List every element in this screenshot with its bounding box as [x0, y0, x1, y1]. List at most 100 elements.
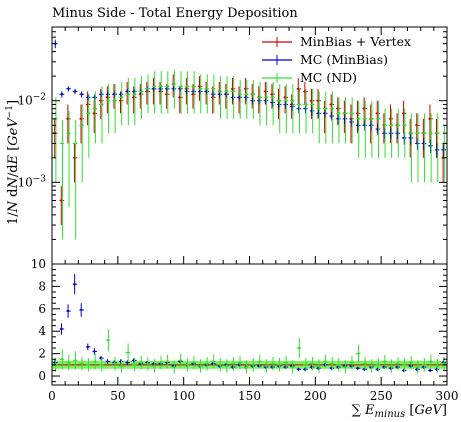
ratio-plot-area	[53, 274, 446, 374]
data-point	[225, 90, 229, 93]
data-point	[132, 96, 135, 99]
ratio-point	[356, 366, 359, 370]
data-point	[232, 90, 235, 93]
ratio-point	[390, 364, 393, 368]
data-point	[264, 90, 267, 93]
x-tick-label: 0	[48, 389, 56, 403]
ratio-point	[60, 327, 63, 331]
data-point	[219, 90, 222, 93]
ratio-point	[140, 361, 143, 364]
data-point	[107, 99, 110, 102]
data-point	[278, 99, 281, 102]
ratio-point	[377, 363, 380, 367]
ratio-point	[416, 365, 419, 369]
ratio-point	[179, 359, 182, 362]
data-point	[173, 82, 176, 86]
data-point	[73, 90, 77, 93]
y-axis-label: 1/N dN/dE [GeV−1]	[5, 100, 21, 225]
data-point	[192, 85, 196, 88]
data-point	[318, 107, 321, 110]
data-point	[99, 99, 102, 102]
data-point	[73, 156, 76, 159]
y-tick-label: 10−3	[17, 174, 46, 189]
data-point	[67, 87, 70, 90]
ratio-point	[297, 368, 300, 371]
data-point	[416, 132, 420, 135]
data-point	[436, 132, 439, 135]
legend-label: MC (MinBias)	[300, 52, 388, 67]
data-point	[120, 96, 123, 99]
ratio-point	[67, 361, 71, 364]
main-y-axis: 10−3 10−2	[17, 26, 447, 265]
data-point	[67, 132, 71, 135]
ratio-point	[311, 362, 314, 365]
ratio-point	[383, 360, 387, 363]
ratio-point	[186, 363, 189, 367]
data-point	[390, 124, 393, 127]
ratio-point	[219, 363, 222, 367]
ratio-point	[317, 364, 321, 368]
ratio-point	[429, 360, 433, 363]
x-tick-label: 100	[172, 389, 195, 403]
data-point	[258, 96, 262, 99]
data-point	[146, 87, 150, 90]
data-point	[86, 103, 89, 106]
data-point	[100, 103, 104, 106]
data-point	[376, 112, 379, 115]
data-point	[370, 117, 374, 121]
ratio-point	[363, 362, 367, 365]
ratio-y-tick-label: 6	[38, 302, 46, 316]
data-point	[331, 107, 334, 110]
ratio-point	[284, 361, 288, 364]
data-point	[429, 132, 433, 135]
legend-label: MinBias + Vertex	[300, 34, 411, 49]
data-point	[410, 132, 413, 135]
data-point	[178, 96, 181, 99]
ratio-point	[225, 364, 229, 368]
data-point	[127, 93, 130, 96]
ratio-point	[205, 362, 209, 365]
data-point	[81, 124, 84, 127]
data-point	[252, 93, 255, 96]
ratio-point	[192, 361, 196, 364]
chart-title: Minus Side - Total Energy Deposition	[52, 6, 298, 21]
data-point	[113, 99, 117, 102]
data-point	[212, 87, 216, 90]
data-point	[166, 85, 170, 88]
ratio-point	[172, 365, 176, 369]
data-point	[239, 93, 242, 96]
ratio-point	[73, 282, 76, 286]
ratio-point	[199, 364, 202, 368]
data-point	[364, 117, 367, 121]
x-tick-label: 300	[436, 389, 459, 403]
data-point	[153, 85, 156, 88]
ratio-point	[74, 359, 77, 362]
ratio-y-tick-label: 2	[38, 347, 46, 361]
ratio-point	[442, 362, 446, 365]
data-point	[198, 85, 201, 88]
legend: MinBias + Vertex MC (MinBias) MC (ND)	[262, 34, 411, 85]
data-point	[298, 103, 301, 106]
ratio-point	[436, 364, 439, 368]
ratio-point	[298, 346, 301, 350]
data-point	[165, 93, 168, 96]
ratio-point	[245, 365, 248, 369]
data-point	[87, 112, 91, 115]
data-point	[310, 99, 313, 102]
data-point	[337, 112, 341, 115]
data-point	[244, 87, 247, 90]
data-point	[357, 117, 360, 121]
ratio-point	[344, 365, 347, 369]
x-tick-label: 150	[238, 389, 261, 403]
data-point	[304, 103, 308, 106]
ratio-point	[265, 364, 268, 368]
data-point	[270, 93, 274, 96]
x-tick-label: 250	[370, 389, 393, 403]
data-point	[265, 96, 268, 99]
ratio-point	[324, 360, 327, 363]
ratio-y-tick-label: 0	[38, 369, 46, 383]
ratio-point	[304, 363, 308, 367]
data-point	[186, 85, 189, 88]
ratio-point	[403, 363, 406, 367]
